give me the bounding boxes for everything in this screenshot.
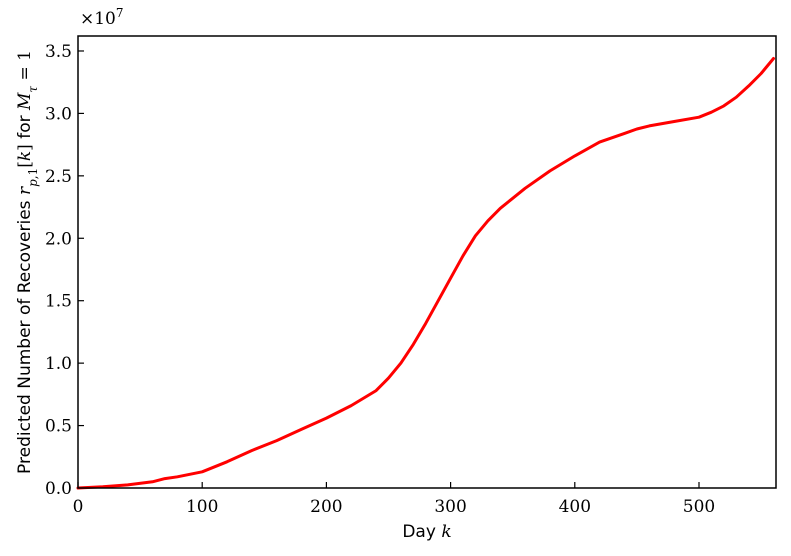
y-axis: 0.0 0.5 1.0 1.5 2.0 2.5 3.0 3.5: [45, 42, 84, 499]
x-tick-label: 200: [310, 497, 342, 517]
y-tick-label: 3.0: [45, 104, 72, 124]
y-tick-label: 2.0: [45, 229, 72, 249]
x-tick-label: 0: [73, 497, 84, 517]
x-axis-label: Day k: [402, 522, 451, 542]
y-tick-label: 1.5: [45, 292, 72, 312]
x-tick-label: 300: [434, 497, 466, 517]
x-tick-label: 500: [683, 497, 715, 517]
y-tick-label: 1.0: [45, 354, 72, 374]
offset-text: ×107: [80, 6, 124, 29]
x-tick-label: 100: [186, 497, 218, 517]
y-tick-label: 3.5: [45, 42, 72, 62]
x-tick-label: 400: [559, 497, 591, 517]
x-axis: 0 100 200 300 400 500: [73, 482, 715, 517]
y-tick-label: 0.0: [45, 479, 72, 499]
plot-area: [78, 36, 776, 488]
plot-frame: [77, 35, 777, 489]
series-line: [76, 57, 775, 490]
y-tick-label: 2.5: [45, 167, 72, 187]
y-tick-label: 0.5: [45, 417, 72, 437]
y-axis-label: Predicted Number of Recoveries rp,1[k] f…: [15, 50, 40, 474]
